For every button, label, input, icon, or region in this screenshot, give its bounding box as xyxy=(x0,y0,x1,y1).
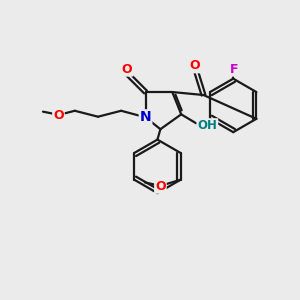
Text: OH: OH xyxy=(197,119,217,132)
Text: N: N xyxy=(140,110,152,124)
Text: O: O xyxy=(53,109,64,122)
Text: O: O xyxy=(122,63,132,76)
Text: O: O xyxy=(155,180,166,193)
Text: F: F xyxy=(230,63,238,76)
Text: O: O xyxy=(189,59,200,72)
